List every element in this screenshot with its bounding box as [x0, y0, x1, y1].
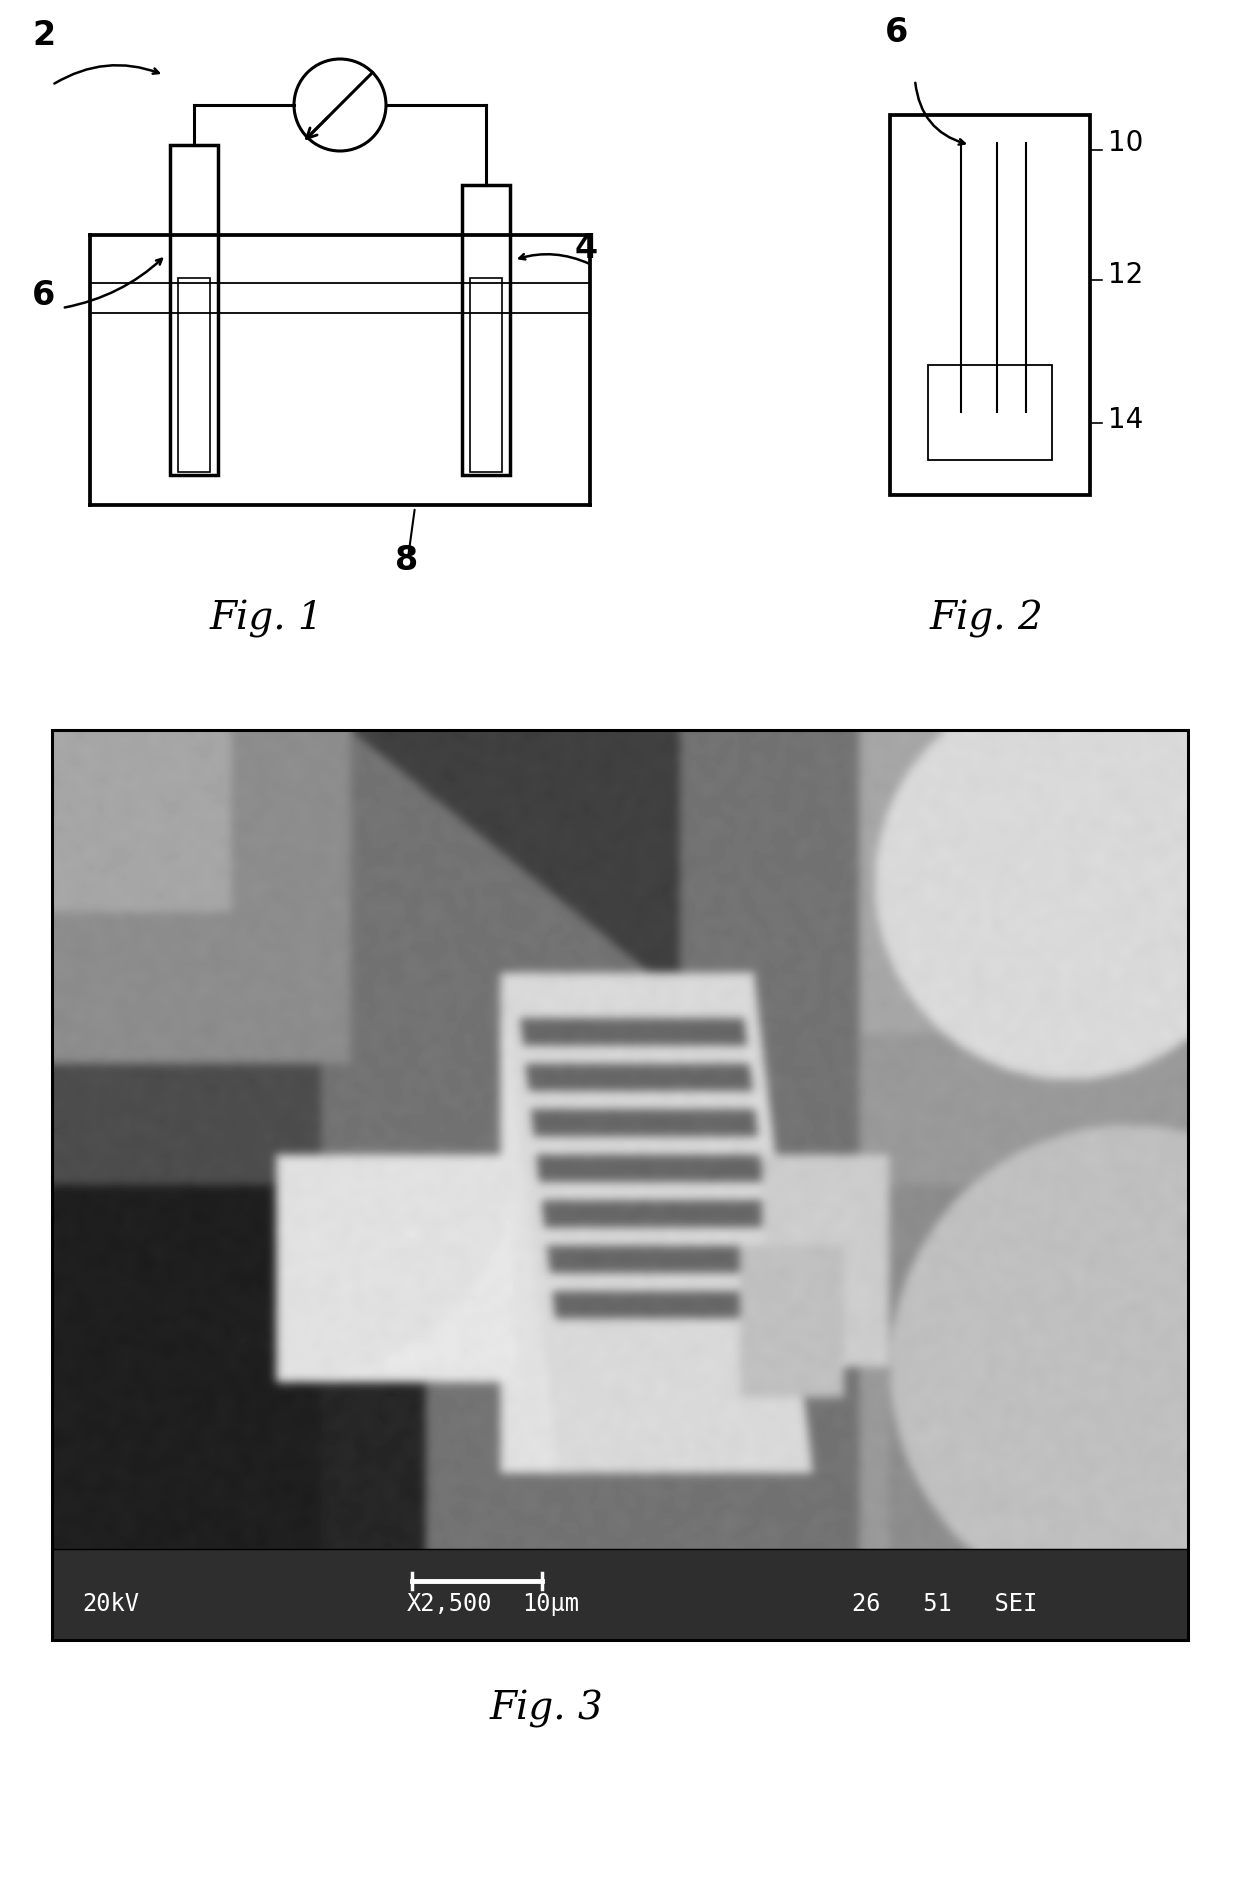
Text: 14: 14: [1109, 406, 1143, 434]
Bar: [890, 115, 1090, 494]
Text: 10: 10: [1109, 128, 1143, 157]
Text: 8: 8: [396, 543, 418, 577]
Text: 6: 6: [32, 279, 56, 311]
Bar: [463, 185, 510, 476]
Bar: [179, 277, 210, 472]
Bar: [170, 145, 218, 476]
Bar: [470, 277, 502, 472]
Text: 4: 4: [575, 232, 598, 264]
Bar: [52, 730, 1188, 1640]
Text: Fig. 1: Fig. 1: [210, 600, 324, 638]
Text: 2: 2: [32, 19, 55, 53]
Text: 26   51   SEI: 26 51 SEI: [852, 1591, 1037, 1615]
Text: 20kV: 20kV: [82, 1591, 139, 1615]
Text: 6: 6: [885, 15, 908, 49]
Text: X2,500: X2,500: [407, 1591, 492, 1615]
Text: Fig. 3: Fig. 3: [490, 1691, 604, 1728]
Text: 12: 12: [1109, 260, 1143, 289]
Bar: [928, 364, 1052, 460]
Text: Fig. 2: Fig. 2: [930, 600, 1044, 638]
Bar: [918, 143, 1061, 436]
Text: 10μm: 10μm: [522, 1591, 579, 1615]
